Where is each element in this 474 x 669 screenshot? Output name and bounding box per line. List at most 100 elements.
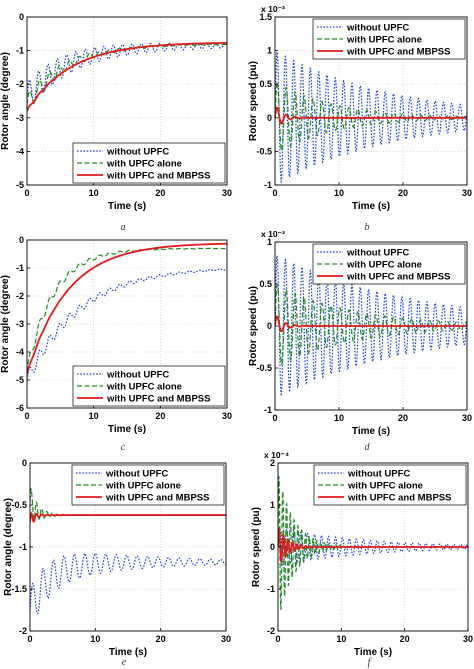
x-axis-label: Time (s): [354, 647, 392, 658]
y-tick-label: -4: [16, 347, 24, 357]
axes-frame: [26, 16, 228, 186]
y-tick-label: -1: [16, 46, 24, 56]
y-tick-label: 0: [267, 113, 272, 123]
chart-panel-d: 0 10 20 30 -1 -0.5 0 0.5 1x 10⁻³ Time (s) Rotor sp…: [248, 229, 472, 453]
y-tick-label: -1: [267, 584, 275, 594]
series-line-without-upfc: [30, 552, 226, 615]
y-tick-label: -2: [16, 291, 24, 301]
panel-caption: c: [121, 442, 126, 453]
chart-panel-b: 0 10 20 30 -1 -0.5 0 0.5 1 1.5x 10⁻³ Time (s) Rotor…: [248, 4, 472, 233]
series-line-with-upfc-and-mbpss: [30, 512, 226, 523]
y-tick-label: -1: [264, 405, 272, 415]
y-tick-label: -1: [16, 263, 24, 273]
axis-exponent-label: x 10⁻³: [261, 4, 285, 14]
y-tick-label: 0: [19, 12, 24, 22]
y-tick-label: -6: [16, 403, 24, 413]
y-axis-label: Rotor angle (degree): [0, 275, 11, 373]
x-tick-label: 30: [222, 411, 232, 421]
y-tick-label: -5: [16, 375, 24, 385]
x-tick-label: 0: [27, 634, 32, 644]
x-tick-label: 30: [463, 634, 473, 644]
legend-entry: with UPFC alone: [106, 382, 182, 393]
series-line-with-upfc-alone: [27, 247, 227, 372]
panel-caption: a: [121, 222, 126, 233]
y-tick-label: -0.5: [256, 146, 272, 156]
x-axis-label: Time (s): [108, 201, 146, 212]
series-line-without-upfc: [275, 253, 467, 397]
series-line-with-upfc-and-mbpss: [275, 315, 467, 333]
y-axis-label: Rotor speed (pu): [251, 507, 262, 587]
legend-entry: with UPFC and MBPSS: [347, 493, 451, 504]
x-tick-label: 20: [398, 413, 408, 423]
series-line-without-upfc: [27, 268, 227, 381]
legend-entry: with UPFC alone: [346, 260, 422, 271]
legend-entry: without UPFC: [105, 469, 168, 480]
y-tick-label: 0: [267, 321, 272, 331]
series-line-with-upfc-and-mbpss: [275, 106, 467, 125]
x-tick-label: 30: [221, 634, 231, 644]
x-tick-label: 30: [222, 188, 232, 198]
chart-panel-c: 0 10 20 30 -6 -5 -4 -3 -2 -1 0 Time (s) Rotor angle …: [0, 235, 232, 453]
y-tick-label: -2: [19, 626, 27, 636]
chart-panel-f: 0 10 20 30 -2 -1 0 1 2x 10⁻⁴ Time (s) Rotor speed …: [251, 450, 473, 668]
x-tick-label: 20: [156, 634, 166, 644]
axis-exponent-label: x 10⁻³: [261, 229, 285, 239]
panel-caption: f: [368, 657, 372, 668]
x-tick-label: 10: [90, 634, 100, 644]
y-axis-label: Rotor angle (degree): [0, 52, 11, 150]
legend-entry: with UPFC and MBPSS: [346, 272, 450, 283]
x-tick-label: 20: [155, 188, 165, 198]
x-tick-label: 0: [272, 188, 277, 198]
y-tick-label: 0: [19, 235, 24, 245]
y-tick-label: -3: [16, 113, 24, 123]
y-tick-label: 0.5: [259, 79, 272, 89]
legend-entry: with UPFC alone: [105, 481, 181, 492]
y-tick-label: 0: [270, 542, 275, 552]
x-tick-label: 20: [398, 188, 408, 198]
legend-entry: without UPFC: [346, 23, 409, 34]
series-line-with-upfc-and-mbpss: [27, 242, 227, 375]
legend-entry: without UPFC: [106, 370, 169, 381]
x-tick-label: 10: [89, 188, 99, 198]
x-tick-label: 20: [400, 634, 410, 644]
axis-exponent-label: x 10⁻⁴: [264, 450, 289, 460]
x-tick-label: 30: [462, 413, 472, 423]
x-tick-label: 10: [89, 411, 99, 421]
y-tick-label: 1: [270, 500, 275, 510]
series-line-without-upfc: [27, 42, 227, 105]
y-tick-label: 2: [270, 458, 275, 468]
x-axis-label: Time (s): [109, 647, 147, 658]
y-tick-label: -5: [16, 180, 24, 190]
y-tick-label: 0.5: [259, 279, 272, 289]
y-tick-label: -2: [16, 79, 24, 89]
legend-entry: without UPFC: [346, 248, 409, 259]
legend-entry: with UPFC and MBPSS: [346, 47, 450, 58]
axes-frame: [274, 16, 468, 186]
y-axis-label: Rotor speed (pu): [248, 61, 259, 141]
panel-caption: e: [122, 657, 127, 668]
panel-caption: d: [365, 442, 371, 453]
x-tick-label: 10: [334, 188, 344, 198]
chart-panel-a: 0 10 20 30 -5 -4 -3 -2 -1 0 Time (s) Rotor angle (d…: [0, 12, 232, 233]
legend-entry: with UPFC alone: [346, 35, 422, 46]
y-tick-label: -3: [16, 319, 24, 329]
y-tick-label: 1: [267, 237, 272, 247]
x-tick-label: 10: [334, 413, 344, 423]
x-tick-label: 30: [462, 188, 472, 198]
x-axis-label: Time (s): [352, 426, 390, 437]
x-tick-label: 0: [24, 411, 29, 421]
x-tick-label: 20: [155, 411, 165, 421]
y-axis-label: Rotor angle (degree): [3, 498, 14, 596]
y-tick-label: -2: [267, 626, 275, 636]
panel-caption: b: [365, 222, 370, 233]
y-tick-label: -0.5: [256, 363, 272, 373]
legend-entry: without UPFC: [106, 147, 169, 158]
y-tick-label: -1: [19, 542, 27, 552]
chart-panel-e: 0 10 20 30 -2 -1.5 -1 -0.5 0 Time (s) Rotor angle …: [3, 458, 231, 668]
legend-entry: with UPFC and MBPSS: [106, 394, 210, 405]
